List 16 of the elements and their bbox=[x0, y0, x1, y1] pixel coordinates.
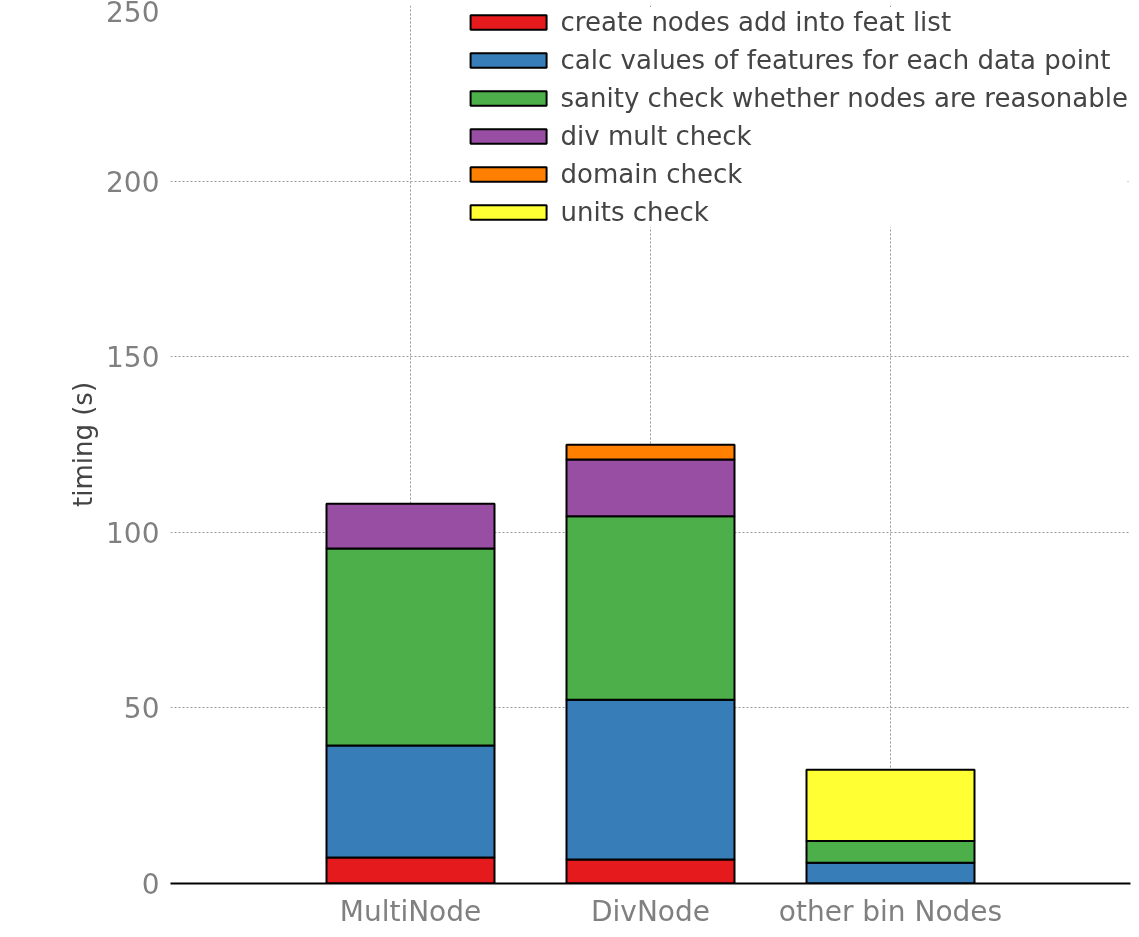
legend-label: div mult check bbox=[560, 121, 752, 151]
x-tick-label: MultiNode bbox=[339, 894, 482, 928]
legend-label: create nodes add into feat list bbox=[560, 7, 952, 37]
legend-label: domain check bbox=[560, 159, 743, 189]
legend-label: calc values of features for each data point bbox=[560, 45, 1111, 75]
y-tick-label: 250 bbox=[106, 0, 160, 29]
x-tick-label: DivNode bbox=[591, 894, 711, 928]
y-tick-label: 150 bbox=[106, 341, 160, 375]
legend-label: sanity check whether nodes are reasonable bbox=[560, 83, 1128, 113]
y-tick-label: 0 bbox=[141, 868, 160, 901]
legend-label: units check bbox=[560, 197, 709, 227]
y-tick-label: 50 bbox=[123, 692, 160, 726]
y-axis-title: timing (s) bbox=[68, 381, 99, 508]
y-tick-label: 200 bbox=[106, 165, 160, 199]
y-tick-label: 100 bbox=[106, 516, 160, 550]
x-tick-label: other bin Nodes bbox=[778, 894, 1003, 928]
